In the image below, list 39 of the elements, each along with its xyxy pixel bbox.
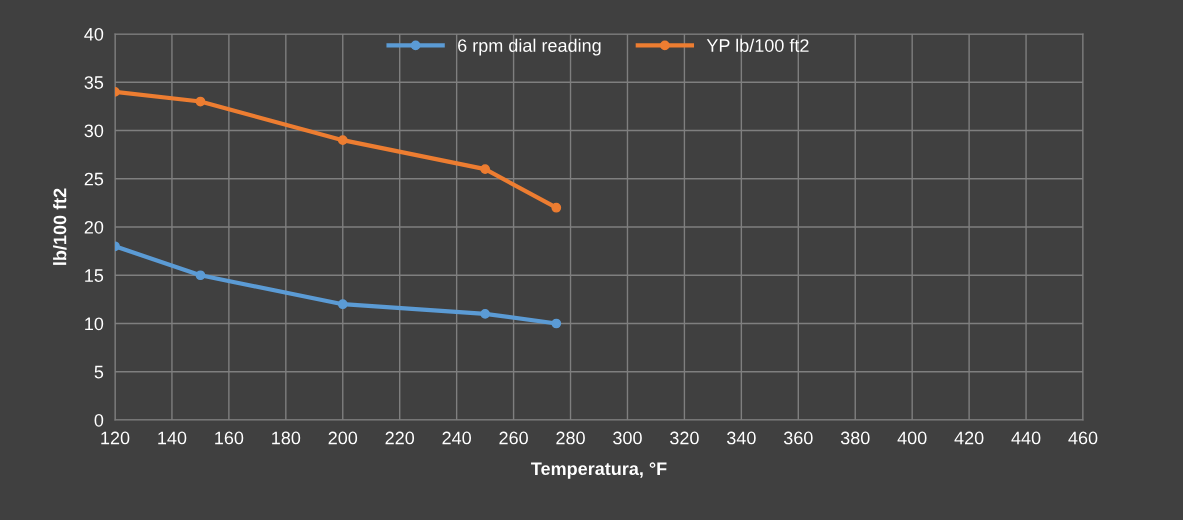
x-tick-label: 340 <box>726 431 756 445</box>
x-tick-label: 160 <box>215 431 244 445</box>
y-tick-label: 20 <box>84 220 104 234</box>
legend-label: YP lb/100 ft2 <box>706 38 809 52</box>
x-tick-label: 240 <box>442 431 471 445</box>
y-tick-label: 5 <box>94 365 104 379</box>
x-axis-title: Temperatura, °F <box>531 462 667 479</box>
y-tick-label: 30 <box>84 124 104 138</box>
point <box>195 96 206 107</box>
y-tick-label: 15 <box>85 269 104 282</box>
x-tick-label: 460 <box>1068 431 1098 445</box>
point <box>195 270 206 281</box>
x-tick-label: 300 <box>613 431 642 445</box>
x-tick-label: 380 <box>840 431 870 445</box>
y-tick-label: 35 <box>84 76 104 89</box>
x-tick-label: 440 <box>1011 431 1041 445</box>
y-tick-label: 40 <box>84 27 104 41</box>
point <box>337 135 348 146</box>
x-tick-label: 260 <box>499 431 528 445</box>
point <box>551 318 562 329</box>
point <box>551 202 562 213</box>
y-tick-label: 25 <box>84 172 104 186</box>
x-tick-label: 280 <box>556 431 585 445</box>
x-tick-label: 400 <box>897 431 927 445</box>
x-tick-label: 180 <box>272 431 301 445</box>
y-axis-title: lb/100 ft2 <box>53 188 67 265</box>
x-tick-label: 320 <box>670 431 699 445</box>
legend-label: 6 rpm dial reading <box>458 38 601 56</box>
x-tick-label: 420 <box>954 431 984 445</box>
x-tick-label: 200 <box>328 431 358 445</box>
y-tick-label: 0 <box>94 413 104 427</box>
point <box>480 164 490 174</box>
x-tick-label: 140 <box>158 431 187 445</box>
x-tick-label: 220 <box>385 431 415 445</box>
x-tick-label: 360 <box>783 431 813 445</box>
x-tick-label: 120 <box>101 431 130 445</box>
point <box>480 308 490 319</box>
point <box>337 299 348 310</box>
y-tick-label: 10 <box>85 317 104 331</box>
